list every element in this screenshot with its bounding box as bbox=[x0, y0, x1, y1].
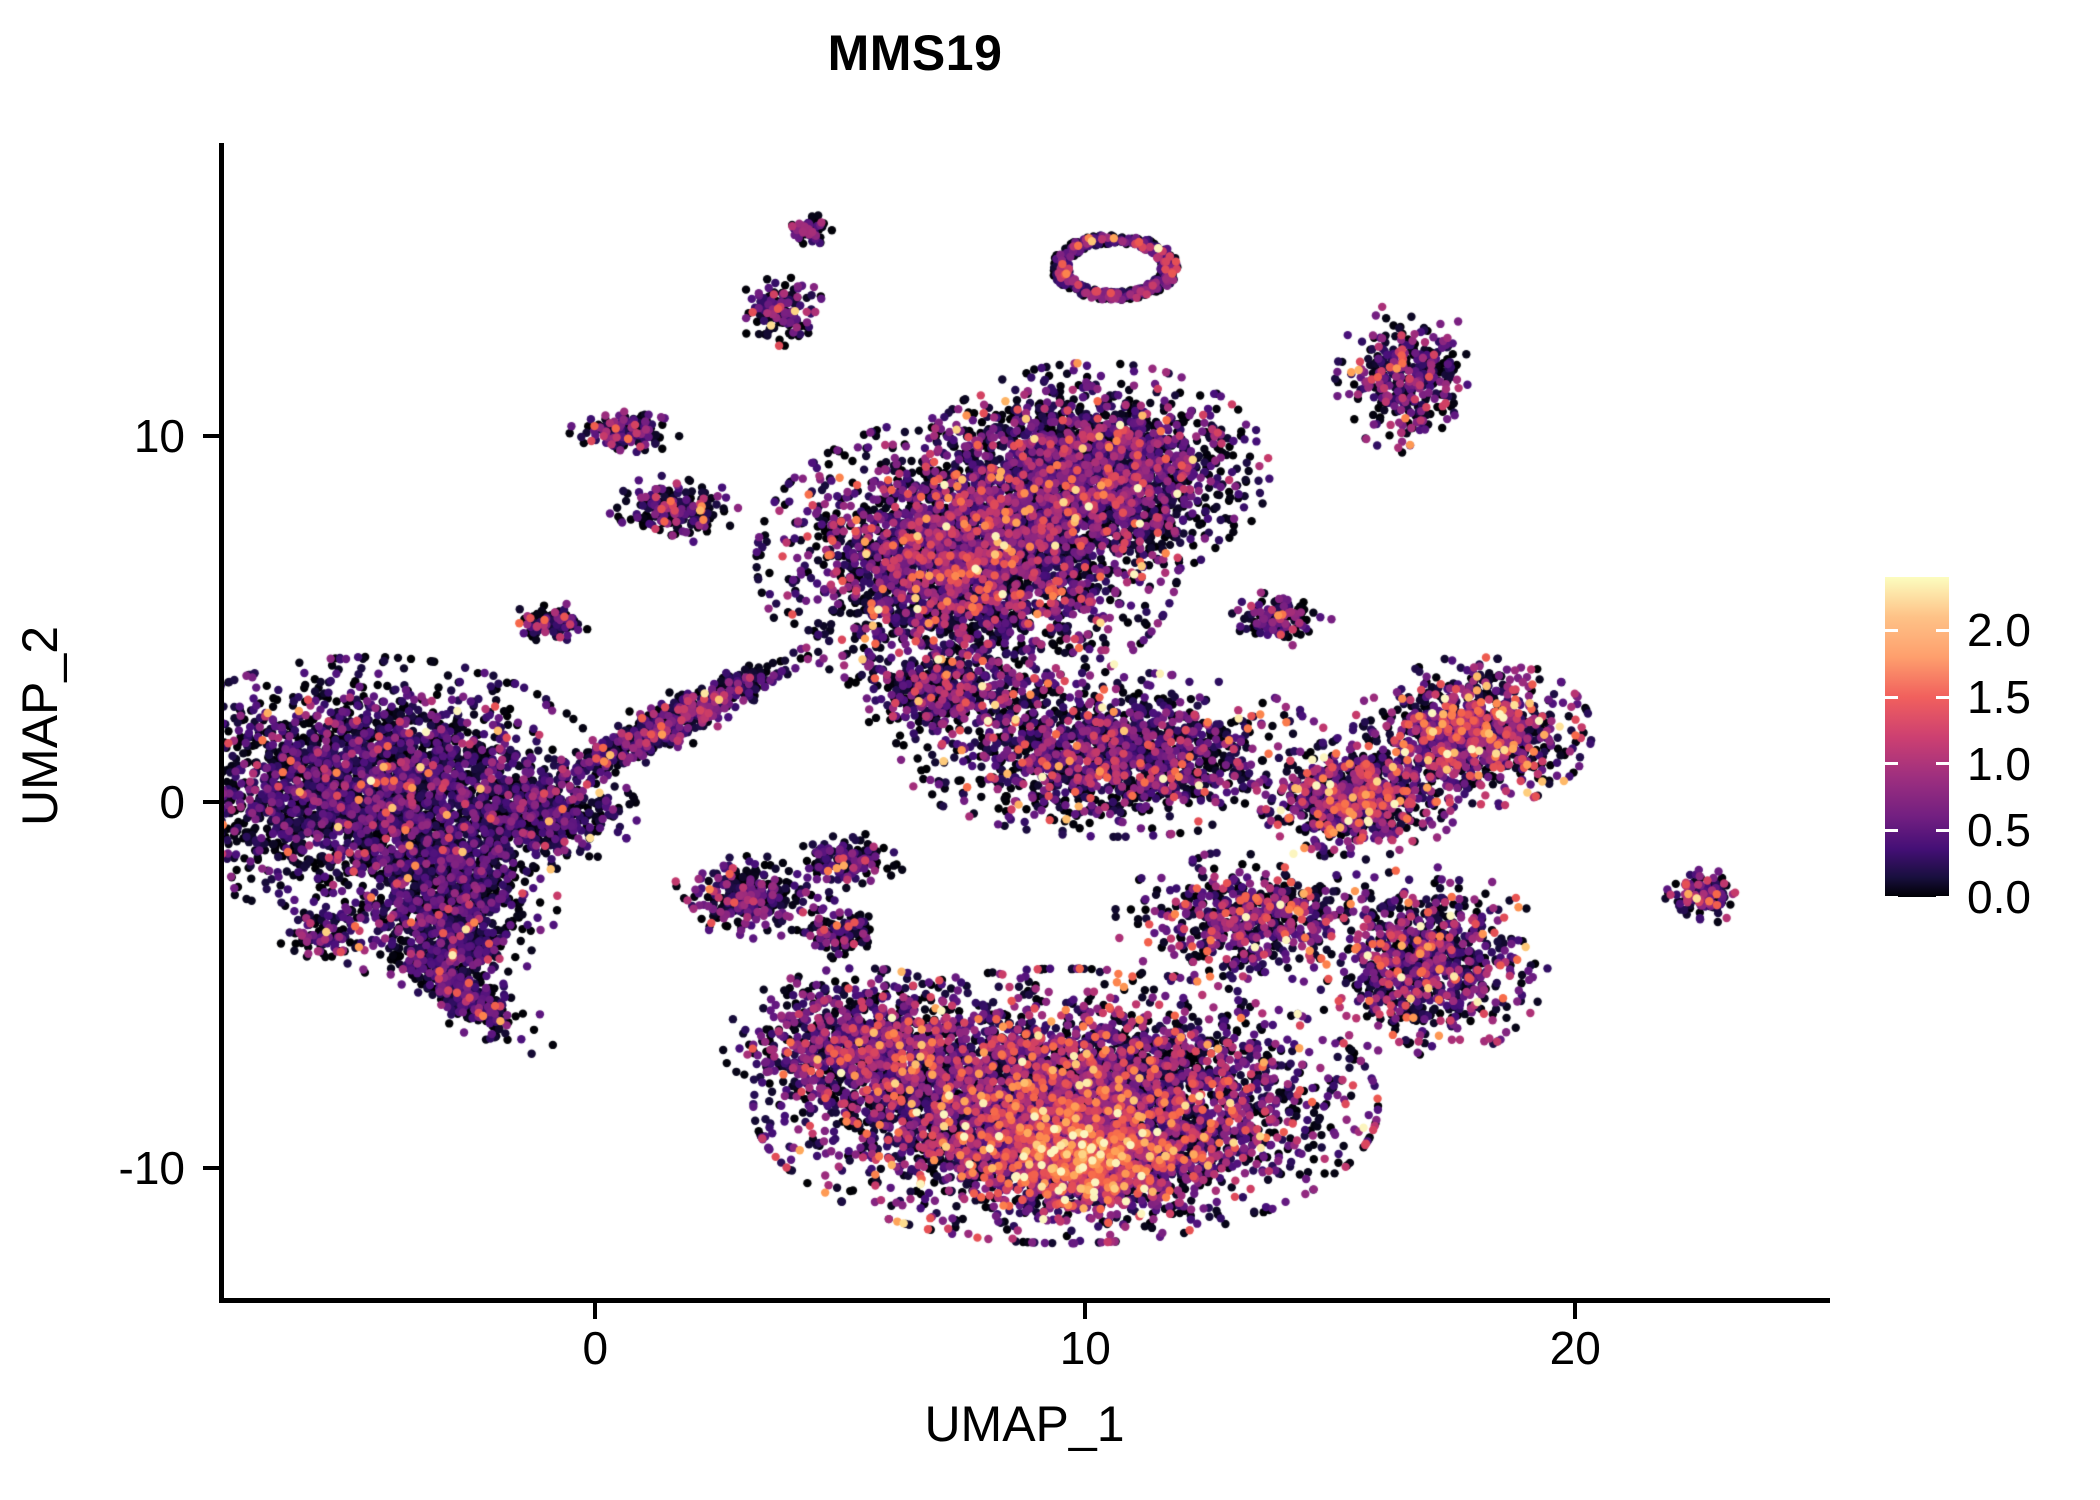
x-axis-label: UMAP_1 bbox=[924, 1396, 1125, 1452]
legend-tick-mark bbox=[1936, 895, 1949, 899]
y-tick-mark bbox=[203, 800, 219, 805]
legend-tick-mark bbox=[1885, 762, 1898, 766]
legend-tick-label: 0.0 bbox=[1967, 871, 2031, 923]
legend-tick-label: 0.5 bbox=[1967, 804, 2031, 857]
color-legend-gradient-bar bbox=[1885, 577, 1949, 897]
legend-tick-label: 1.0 bbox=[1967, 737, 2031, 790]
x-tick-label: 0 bbox=[582, 1322, 609, 1374]
legend-tick-mark bbox=[1936, 828, 1949, 832]
plot-panel bbox=[223, 143, 1830, 1300]
legend-tick-mark bbox=[1936, 628, 1949, 632]
legend-tick-mark bbox=[1936, 762, 1949, 766]
y-tick-mark bbox=[203, 433, 219, 438]
y-axis-line bbox=[219, 143, 224, 1303]
color-legend bbox=[1885, 577, 1949, 897]
legend-tick-label: 1.5 bbox=[1967, 671, 2031, 723]
x-tick-mark bbox=[1083, 1303, 1088, 1319]
y-tick-label: -10 bbox=[118, 1142, 185, 1195]
x-axis-line bbox=[219, 1298, 1830, 1303]
legend-tick-mark bbox=[1885, 628, 1898, 632]
scatter-plot-canvas bbox=[223, 143, 1830, 1300]
legend-tick-mark bbox=[1885, 695, 1898, 699]
page-title: MMS19 bbox=[827, 25, 1003, 81]
y-tick-mark bbox=[203, 1166, 219, 1171]
legend-tick-mark bbox=[1936, 695, 1949, 699]
x-tick-label: 20 bbox=[1549, 1322, 1601, 1374]
y-tick-label: 10 bbox=[133, 409, 185, 462]
y-axis-label: UMAP_2 bbox=[12, 625, 68, 827]
x-tick-label: 10 bbox=[1059, 1322, 1111, 1374]
y-tick-label: 0 bbox=[159, 776, 185, 829]
x-tick-mark bbox=[593, 1303, 598, 1319]
legend-tick-mark bbox=[1885, 895, 1898, 899]
x-tick-mark bbox=[1573, 1303, 1578, 1319]
legend-tick-label: 2.0 bbox=[1967, 604, 2031, 657]
legend-tick-mark bbox=[1885, 828, 1898, 832]
